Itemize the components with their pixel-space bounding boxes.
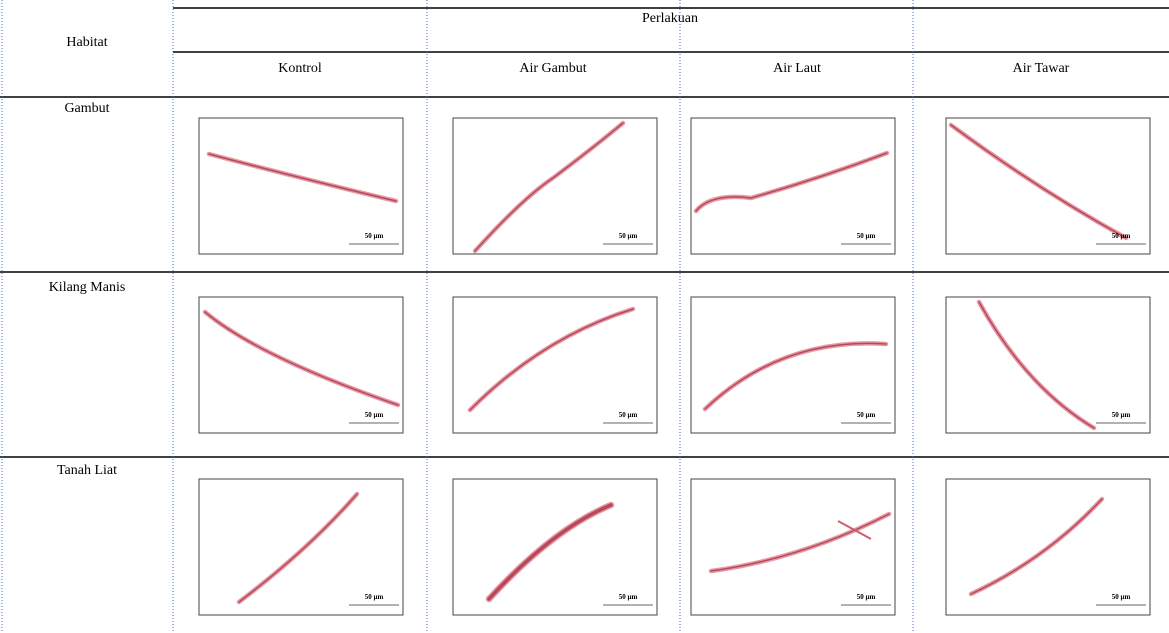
column-header: Air Tawar	[1013, 61, 1070, 76]
micrograph: 50 µm	[199, 118, 403, 254]
table: Habitat Perlakuan Kontrol Air Gambut Air L…	[0, 0, 1169, 633]
micrograph: 50 µm	[946, 479, 1150, 615]
micrograph: 50 µm	[453, 118, 657, 254]
scale-bar-label: 50 µm	[857, 593, 876, 601]
scale-bar-label: 50 µm	[365, 593, 384, 601]
row-label: Gambut	[64, 101, 109, 116]
micrograph: 50 µm	[453, 297, 657, 433]
micrograph: 50 µm	[453, 479, 657, 615]
scale-bar-label: 50 µm	[1112, 411, 1131, 419]
scale-bar-label: 50 µm	[1112, 593, 1131, 601]
scale-bar-label: 50 µm	[857, 232, 876, 240]
column-header: Air Laut	[773, 61, 821, 76]
micrograph: 50 µm	[691, 118, 895, 254]
scale-bar-label: 50 µm	[365, 232, 384, 240]
scale-bar-label: 50 µm	[619, 593, 638, 601]
column-header: Kontrol	[278, 61, 322, 76]
micrograph: 50 µm	[691, 479, 895, 615]
scale-bar-label: 50 µm	[1112, 232, 1131, 240]
micrograph: 50 µm	[946, 297, 1150, 433]
micrograph: 50 µm	[691, 297, 895, 433]
scale-bar-label: 50 µm	[619, 232, 638, 240]
scale-bar-label: 50 µm	[857, 411, 876, 419]
row-label: Kilang Manis	[49, 280, 126, 295]
micrograph: 50 µm	[199, 479, 403, 615]
micrograph: 50 µm	[199, 297, 403, 433]
micrograph: 50 µm	[946, 118, 1150, 254]
header-habitat: Habitat	[66, 35, 107, 50]
row-label: Tanah Liat	[57, 463, 117, 478]
header-group: Perlakuan	[642, 11, 698, 26]
column-header: Air Gambut	[519, 61, 586, 76]
scale-bar-label: 50 µm	[619, 411, 638, 419]
scale-bar-label: 50 µm	[365, 411, 384, 419]
